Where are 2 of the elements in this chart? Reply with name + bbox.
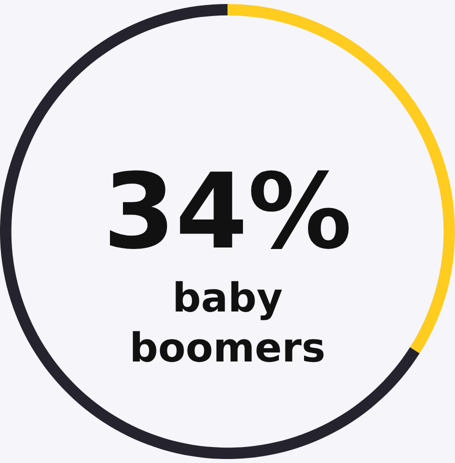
text: baby boomers <box>130 276 326 372</box>
text: 34% <box>103 150 352 272</box>
